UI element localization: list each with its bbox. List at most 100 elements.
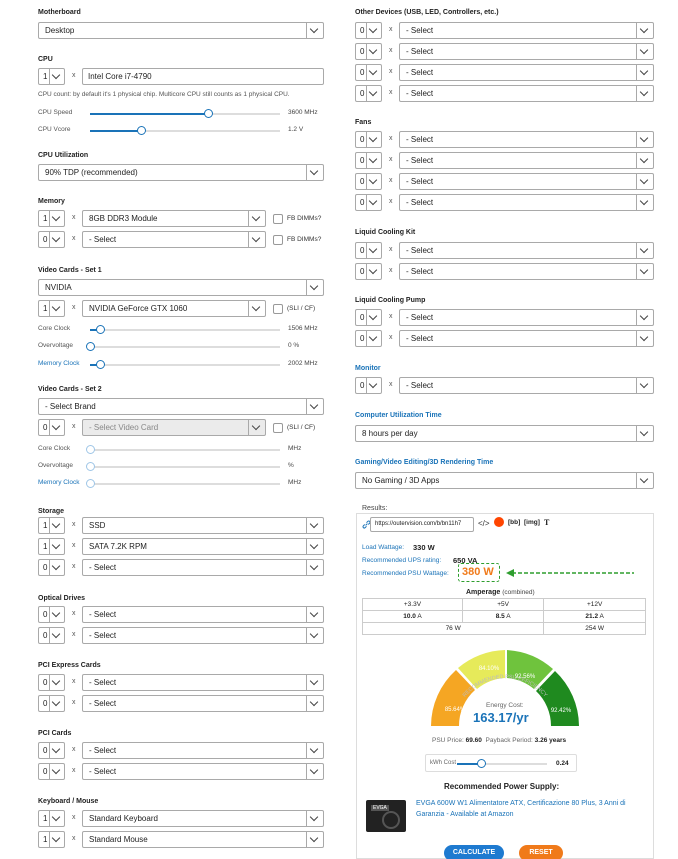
storage-select[interactable]: - Select bbox=[82, 559, 324, 576]
motherboard-select[interactable]: Desktop bbox=[38, 22, 324, 39]
other-count[interactable]: 0 bbox=[355, 85, 382, 102]
vc1-mem-slider[interactable] bbox=[90, 360, 280, 369]
psu-wattage-label[interactable]: Recommended PSU Wattage: bbox=[362, 570, 449, 577]
pci-select[interactable]: - Select bbox=[82, 742, 324, 759]
fans-count[interactable]: 0 bbox=[355, 173, 382, 190]
vc1-brand-select[interactable]: NVIDIA bbox=[38, 279, 324, 296]
fans-count[interactable]: 0 bbox=[355, 152, 382, 169]
monitor-select[interactable]: - Select bbox=[399, 377, 654, 394]
psu-product-image[interactable]: EVGA bbox=[366, 800, 406, 832]
rec-psu-link[interactable]: EVGA 600W W1 Alimentatore ATX, Certifica… bbox=[416, 800, 626, 818]
pci-count[interactable]: 0 bbox=[38, 763, 65, 780]
lck-count[interactable]: 0 bbox=[355, 242, 382, 259]
memory-module-select[interactable]: 8GB DDR3 Module bbox=[82, 210, 266, 227]
slider-knob[interactable] bbox=[86, 342, 95, 351]
lcp-select[interactable]: - Select bbox=[399, 330, 654, 347]
slider-knob[interactable] bbox=[203, 109, 213, 118]
other-select[interactable]: - Select bbox=[399, 43, 654, 60]
fans-count[interactable]: 0 bbox=[355, 131, 382, 148]
gaming-time-select[interactable]: No Gaming / 3D Apps bbox=[355, 472, 654, 489]
chevron-down-icon bbox=[49, 420, 64, 435]
fans-select[interactable]: - Select bbox=[399, 131, 654, 148]
optical-count[interactable]: 0 bbox=[38, 627, 65, 644]
reddit-icon[interactable] bbox=[494, 517, 504, 527]
pci-select[interactable]: - Select bbox=[82, 763, 324, 780]
calculate-button[interactable]: CALCULATE bbox=[444, 845, 504, 859]
vc1-count[interactable]: 1 bbox=[38, 300, 65, 317]
lcp-select[interactable]: - Select bbox=[399, 309, 654, 326]
vc2-mem-label[interactable]: Memory Clock bbox=[38, 479, 80, 486]
vc2-brand-select[interactable]: - Select Brand bbox=[38, 398, 324, 415]
other-select[interactable]: - Select bbox=[399, 85, 654, 102]
monitor-count[interactable]: 0 bbox=[355, 377, 382, 394]
vc2-overv-slider[interactable] bbox=[86, 462, 280, 471]
util-time-select[interactable]: 8 hours per day bbox=[355, 425, 654, 442]
slider-knob[interactable] bbox=[137, 126, 147, 135]
sli-checkbox[interactable] bbox=[273, 423, 283, 433]
other-select[interactable]: - Select bbox=[399, 64, 654, 81]
embed-icon[interactable]: </> bbox=[478, 519, 490, 528]
lck-select[interactable]: - Select bbox=[399, 242, 654, 259]
other-count[interactable]: 0 bbox=[355, 22, 382, 39]
bbcode-icon[interactable]: [bb] bbox=[508, 519, 521, 526]
ups-rating-label[interactable]: Recommended UPS rating: bbox=[362, 557, 442, 564]
kbm-count[interactable]: 1 bbox=[38, 810, 65, 827]
vc1-core-slider[interactable] bbox=[90, 325, 280, 334]
reset-button[interactable]: RESET bbox=[519, 845, 563, 859]
fans-count[interactable]: 0 bbox=[355, 194, 382, 211]
memory-module-select[interactable]: - Select bbox=[82, 231, 266, 248]
other-select[interactable]: - Select bbox=[399, 22, 654, 39]
lcp-count[interactable]: 0 bbox=[355, 330, 382, 347]
pcie-count[interactable]: 0 bbox=[38, 695, 65, 712]
kbm-count[interactable]: 1 bbox=[38, 831, 65, 848]
lck-select[interactable]: - Select bbox=[399, 263, 654, 280]
slider-knob[interactable] bbox=[477, 759, 487, 768]
vc2-mem-slider[interactable] bbox=[86, 479, 280, 488]
fans-select[interactable]: - Select bbox=[399, 173, 654, 190]
slider-knob[interactable] bbox=[86, 462, 95, 471]
storage-count[interactable]: 1 bbox=[38, 538, 65, 555]
pcie-count[interactable]: 0 bbox=[38, 674, 65, 691]
forum-code-icon[interactable]: [img] bbox=[524, 519, 540, 526]
pcie-select[interactable]: - Select bbox=[82, 695, 324, 712]
fans-select[interactable]: - Select bbox=[399, 194, 654, 211]
kbm-select[interactable]: Standard Mouse bbox=[82, 831, 324, 848]
optical-count[interactable]: 0 bbox=[38, 606, 65, 623]
vc1-overv-slider[interactable] bbox=[86, 342, 280, 351]
vc2-count[interactable]: 0 bbox=[38, 419, 65, 436]
cpu-count[interactable]: 1 bbox=[38, 68, 65, 85]
lcp-count[interactable]: 0 bbox=[355, 309, 382, 326]
memory-count[interactable]: 1 bbox=[38, 210, 65, 227]
cpu-util-select[interactable]: 90% TDP (recommended) bbox=[38, 164, 324, 181]
vc2-core-slider[interactable] bbox=[86, 445, 280, 454]
vc1-mem-label[interactable]: Memory Clock bbox=[38, 360, 80, 367]
storage-count[interactable]: 0 bbox=[38, 559, 65, 576]
optical-select[interactable]: - Select bbox=[82, 606, 324, 623]
other-count[interactable]: 0 bbox=[355, 43, 382, 60]
optical-select[interactable]: - Select bbox=[82, 627, 324, 644]
memory-count[interactable]: 0 bbox=[38, 231, 65, 248]
fb-dimm-checkbox[interactable] bbox=[273, 235, 283, 245]
vc1-card-select[interactable]: NVIDIA GeForce GTX 1060 bbox=[82, 300, 266, 317]
lck-count[interactable]: 0 bbox=[355, 263, 382, 280]
other-count[interactable]: 0 bbox=[355, 64, 382, 81]
kbm-select[interactable]: Standard Keyboard bbox=[82, 810, 324, 827]
fb-dimm-checkbox[interactable] bbox=[273, 214, 283, 224]
pcie-select[interactable]: - Select bbox=[82, 674, 324, 691]
fans-select[interactable]: - Select bbox=[399, 152, 654, 169]
slider-knob[interactable] bbox=[86, 445, 95, 454]
slider-knob[interactable] bbox=[95, 325, 105, 334]
slider-knob[interactable] bbox=[95, 360, 105, 369]
pci-count[interactable]: 0 bbox=[38, 742, 65, 759]
kwh-slider[interactable] bbox=[457, 759, 547, 768]
slider-knob[interactable] bbox=[86, 479, 95, 488]
text-icon[interactable]: T bbox=[544, 518, 550, 527]
share-url-input[interactable]: https://outervision.com/b/bn11h7 bbox=[370, 517, 474, 532]
storage-select[interactable]: SATA 7.2K RPM bbox=[82, 538, 324, 555]
cpu-model-input[interactable]: Intel Core i7-4790 bbox=[82, 68, 324, 85]
sli-checkbox[interactable] bbox=[273, 304, 283, 314]
storage-select[interactable]: SSD bbox=[82, 517, 324, 534]
cpu-vcore-slider[interactable] bbox=[90, 126, 280, 135]
storage-count[interactable]: 1 bbox=[38, 517, 65, 534]
cpu-speed-slider[interactable] bbox=[90, 109, 280, 118]
